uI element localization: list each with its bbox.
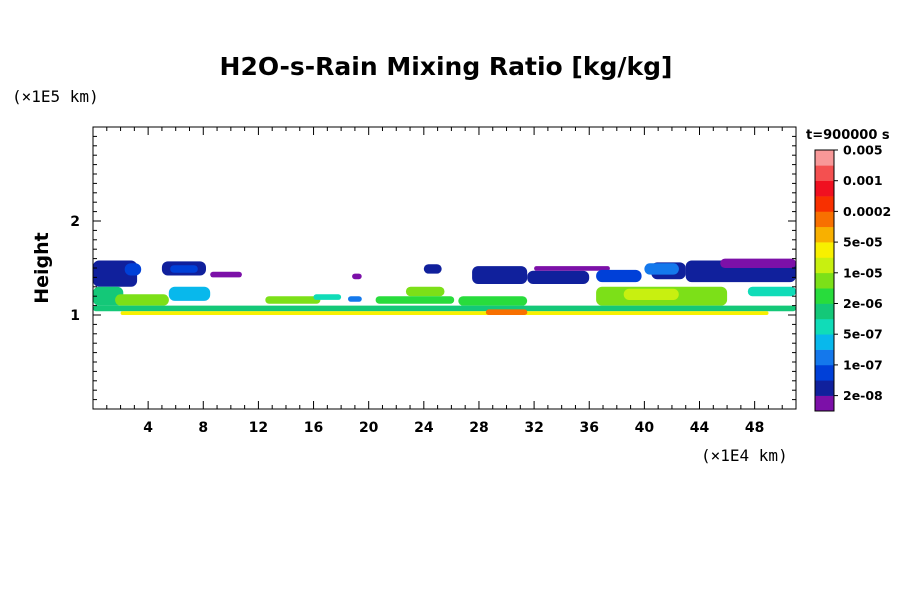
chart-title: H2O-s-Rain Mixing Ratio [kg/kg] bbox=[220, 52, 673, 81]
colorbar-swatch bbox=[815, 196, 834, 212]
colorbar-swatch bbox=[815, 334, 834, 350]
x-tick-label: 48 bbox=[745, 420, 764, 436]
contour-region bbox=[596, 269, 642, 283]
x-tick-label: 16 bbox=[304, 420, 323, 436]
contour-region bbox=[534, 266, 610, 271]
contour-region bbox=[747, 286, 796, 297]
colorbar-level-label: 0.005 bbox=[843, 143, 883, 158]
colorbar-swatch bbox=[815, 242, 834, 258]
contour-region bbox=[352, 273, 362, 280]
colorbar-swatch bbox=[815, 364, 834, 381]
contour-region bbox=[170, 265, 198, 273]
colorbar-labels: 2e-08 1e-07 5e-07 2e-06 1e-05 5e-05 0.0002 0.00… bbox=[834, 143, 891, 403]
x-tick-label: 32 bbox=[524, 420, 543, 436]
x-tick-label: 40 bbox=[635, 420, 655, 436]
plot-area bbox=[92, 126, 797, 410]
contour-region bbox=[93, 305, 796, 312]
colorbar-swatches bbox=[815, 150, 834, 412]
colorbar-swatch bbox=[815, 303, 834, 320]
contour-region bbox=[423, 264, 442, 274]
colorbar-swatch bbox=[815, 318, 834, 335]
x-tick-label: 28 bbox=[469, 420, 488, 436]
contour-regions bbox=[93, 258, 796, 315]
colorbar-level-label: 0.001 bbox=[843, 173, 883, 188]
y-tick-label: 1 bbox=[70, 308, 80, 324]
y-axis-unit: (×1E5 km) bbox=[12, 87, 99, 106]
colorbar-swatch bbox=[815, 211, 834, 228]
x-tick-label: 20 bbox=[359, 420, 379, 436]
contour-region bbox=[527, 270, 590, 284]
y-tick-label: 2 bbox=[70, 214, 80, 230]
colorbar-level-label: 1e-07 bbox=[843, 357, 883, 372]
colorbar-swatch bbox=[815, 288, 834, 304]
contour-region bbox=[623, 288, 679, 300]
colorbar-level-label: 5e-05 bbox=[843, 235, 883, 250]
colorbar-swatch bbox=[815, 349, 834, 366]
contour-region bbox=[375, 296, 455, 304]
contour-region bbox=[405, 286, 445, 297]
contour-region bbox=[348, 296, 362, 302]
contour-region bbox=[115, 294, 169, 306]
colorbar-swatch bbox=[815, 395, 834, 412]
colorbar-level-label: 2e-08 bbox=[843, 388, 883, 403]
colorbar-swatch bbox=[815, 165, 834, 181]
x-axis-unit: (×1E4 km) bbox=[701, 446, 788, 465]
contour-region bbox=[120, 311, 769, 315]
x-tick-labels: 4 8 12 16 20 24 28 32 36 40 44 48 bbox=[143, 420, 764, 436]
colorbar-level-label: 0.0002 bbox=[843, 204, 891, 219]
contour-region bbox=[458, 296, 528, 306]
contour-region bbox=[210, 271, 242, 278]
colorbar-swatch bbox=[815, 180, 834, 197]
colorbar-frame bbox=[814, 149, 835, 412]
contour-region bbox=[485, 309, 528, 315]
contour-region bbox=[124, 263, 142, 276]
colorbar-swatch bbox=[815, 257, 834, 274]
colorbar: 2e-08 1e-07 5e-07 2e-06 1e-05 5e-05 0.0002 0.00… bbox=[814, 143, 891, 412]
x-tick-label: 44 bbox=[690, 420, 710, 436]
contour-region bbox=[265, 296, 321, 304]
colorbar-swatch bbox=[815, 226, 834, 243]
contour-region bbox=[472, 266, 528, 284]
colorbar-level-label: 2e-06 bbox=[843, 296, 883, 311]
axis-ticks bbox=[93, 127, 796, 409]
colorbar-swatch bbox=[815, 150, 834, 166]
colorbar-swatch bbox=[815, 272, 834, 289]
contour-region bbox=[644, 263, 679, 275]
y-tick-labels: 12 bbox=[70, 214, 80, 324]
plot-frame bbox=[92, 126, 797, 410]
colorbar-level-label: 1e-05 bbox=[843, 265, 883, 280]
colorbar-level-label: 5e-07 bbox=[843, 327, 883, 342]
x-tick-label: 4 bbox=[143, 420, 153, 436]
x-tick-label: 8 bbox=[198, 420, 208, 436]
x-tick-label: 36 bbox=[579, 420, 598, 436]
x-tick-label: 24 bbox=[414, 420, 434, 436]
contour-region bbox=[313, 294, 342, 300]
y-axis-label: Height bbox=[31, 232, 53, 304]
contour-region bbox=[168, 286, 211, 301]
x-tick-label: 12 bbox=[249, 420, 268, 436]
contour-region bbox=[720, 258, 796, 268]
time-label: t=900000 s bbox=[806, 128, 890, 143]
colorbar-swatch bbox=[815, 380, 834, 396]
